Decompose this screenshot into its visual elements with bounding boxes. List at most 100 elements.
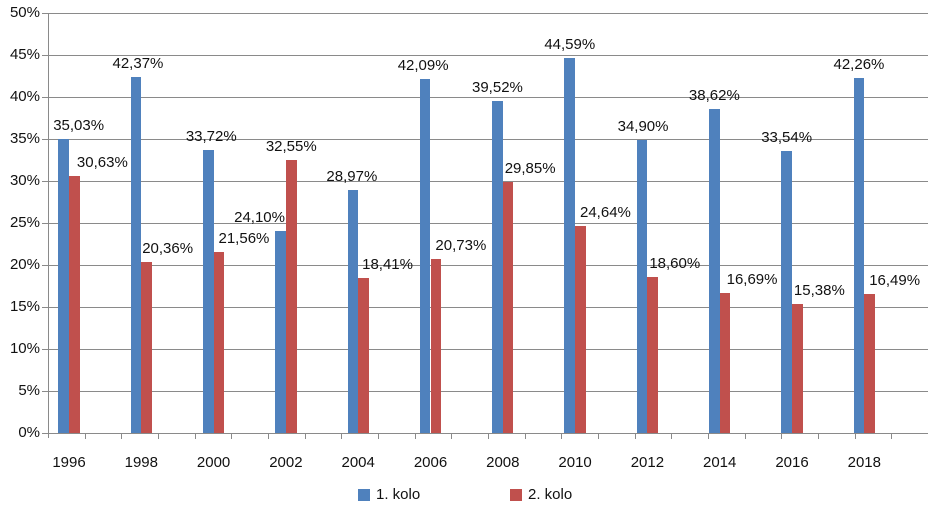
y-axis-tick — [42, 223, 48, 224]
x-axis-category-label: 2018 — [847, 454, 881, 471]
x-axis-tick — [451, 434, 453, 439]
x-axis-category-label: 2014 — [703, 454, 737, 471]
gridline — [48, 55, 928, 56]
bar-series2 — [647, 276, 659, 433]
x-axis-category-label: 1998 — [124, 454, 158, 471]
y-axis-tick-label: 15% — [9, 298, 40, 315]
data-label: 34,90% — [617, 117, 669, 135]
bar-series2 — [719, 292, 731, 433]
data-label: 35,03% — [53, 116, 105, 134]
x-axis-tick — [524, 434, 526, 439]
y-axis-tick — [42, 181, 48, 182]
bar-series1 — [709, 108, 720, 433]
data-label: 33,54% — [761, 129, 813, 147]
bar-series2 — [141, 261, 152, 433]
bar-series1 — [202, 149, 214, 433]
y-axis-tick — [42, 307, 48, 308]
data-label: 20,73% — [435, 236, 487, 254]
data-label: 16,49% — [869, 272, 921, 290]
x-axis-tick — [634, 434, 636, 439]
data-label: 32,55% — [265, 137, 317, 155]
y-axis-tick-label: 0% — [18, 424, 40, 441]
data-label: 42,37% — [112, 55, 164, 73]
x-axis-category-label: 2012 — [630, 454, 665, 471]
y-axis-tick-label: 50% — [9, 4, 40, 21]
y-axis-tick-label: 25% — [9, 214, 40, 231]
bar-series1 — [636, 139, 648, 433]
y-axis-tick — [42, 55, 48, 56]
gridline — [48, 265, 928, 266]
bar-series2 — [430, 258, 442, 433]
data-label: 30,63% — [76, 153, 128, 171]
data-label: 21,56% — [218, 229, 270, 247]
data-label: 20,36% — [142, 239, 194, 257]
y-axis-tick — [42, 391, 48, 392]
data-label: 33,72% — [185, 127, 237, 145]
x-axis-tick — [818, 434, 819, 439]
x-axis-tick — [598, 434, 599, 439]
bar-series1 — [130, 77, 142, 433]
bar-series1 — [853, 78, 865, 433]
x-axis-tick — [304, 434, 306, 439]
x-axis-tick — [194, 434, 196, 439]
gridline — [48, 223, 928, 224]
x-axis-tick — [891, 434, 893, 439]
bar-series1 — [781, 151, 792, 433]
data-label: 42,09% — [397, 57, 449, 75]
bar-series1 — [564, 58, 576, 433]
bar-series2 — [792, 303, 803, 433]
bar-series2 — [358, 278, 369, 433]
data-label: 38,62% — [688, 86, 740, 104]
x-axis-category-label: 1996 — [52, 454, 86, 471]
legend-label-series1: 1. kolo — [376, 486, 421, 503]
x-axis-tick — [414, 434, 416, 439]
gridline — [48, 97, 928, 98]
y-axis-tick — [42, 265, 48, 266]
x-axis-category-label: 2008 — [486, 454, 520, 471]
x-axis-category-label: 2004 — [341, 454, 375, 471]
x-axis-tick — [781, 434, 783, 439]
data-label: 44,59% — [544, 36, 596, 54]
x-axis-category-label: 2010 — [558, 454, 592, 471]
y-axis-line — [48, 13, 49, 438]
bar-series2 — [575, 226, 586, 433]
x-axis-tick — [854, 434, 856, 439]
data-label: 28,97% — [326, 167, 378, 185]
gridline — [48, 139, 928, 140]
bar-series2 — [502, 182, 514, 433]
y-axis-tick — [42, 433, 48, 434]
gridline — [48, 13, 928, 14]
bar-series2 — [69, 175, 80, 433]
legend-swatch-red-icon — [510, 488, 522, 501]
x-axis-tick — [488, 434, 489, 439]
legend-entry-series1: 1. kolo — [358, 487, 420, 502]
y-axis-tick — [42, 349, 48, 350]
x-axis-tick — [378, 434, 379, 439]
x-axis-tick — [84, 434, 86, 439]
gridline — [48, 181, 928, 182]
bar-series1 — [492, 101, 503, 433]
x-axis-tick — [268, 434, 269, 439]
y-axis-tick-label: 35% — [9, 130, 40, 147]
x-axis-category-label: 2000 — [196, 454, 231, 471]
y-axis-tick-label: 10% — [9, 340, 40, 357]
x-axis-tick — [671, 434, 673, 439]
bar-series1 — [347, 189, 359, 433]
y-axis-tick-label: 40% — [9, 88, 40, 105]
data-label: 18,41% — [362, 256, 413, 274]
data-label: 29,85% — [504, 160, 556, 178]
data-label: 18,60% — [649, 254, 701, 272]
bar-series1 — [275, 230, 286, 433]
x-axis-category-label: 2006 — [413, 454, 448, 471]
bar-series2 — [285, 159, 297, 433]
data-label: 24,64% — [580, 204, 631, 222]
y-axis-tick — [42, 139, 48, 140]
x-axis-category-label: 2002 — [269, 454, 303, 471]
y-axis-tick — [42, 97, 48, 98]
data-label: 39,52% — [472, 79, 523, 97]
data-label: 15,38% — [793, 281, 845, 299]
y-axis-tick-label: 5% — [18, 382, 40, 399]
x-axis-tick — [231, 434, 233, 439]
x-axis-tick — [561, 434, 563, 439]
